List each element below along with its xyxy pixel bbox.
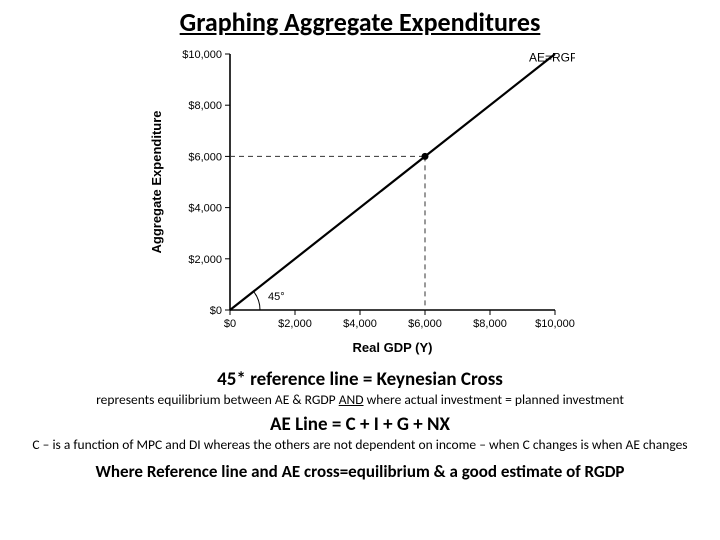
svg-text:$4,000: $4,000 [188, 203, 222, 215]
caption-and: AND [339, 391, 364, 408]
svg-text:$0: $0 [224, 318, 236, 330]
ae-chart: $0 $2,000 $4,000 $6,000 $8,000 $10,000 $0 $2,00… [145, 42, 575, 362]
final-statement: Where Reference line and AE cross=equili… [0, 461, 720, 482]
subtitle-keynesian: 45* reference line = Keynesian Cross [0, 368, 720, 391]
svg-text:Real GDP (Y): Real GDP (Y) [353, 340, 433, 355]
svg-text:$6,000: $6,000 [188, 151, 222, 163]
caption-equilibrium: represents equilibrium between AE & RGDP… [0, 391, 720, 409]
svg-text:$2,000: $2,000 [188, 254, 222, 266]
svg-text:$0: $0 [210, 305, 222, 317]
svg-text:45°: 45° [268, 291, 285, 303]
svg-text:$8,000: $8,000 [473, 318, 507, 330]
svg-text:$8,000: $8,000 [188, 100, 222, 112]
svg-text:$10,000: $10,000 [182, 49, 222, 61]
svg-text:Aggregate Expenditure: Aggregate Expenditure [149, 110, 164, 253]
svg-text:$4,000: $4,000 [343, 318, 377, 330]
page-title: Graphing Aggregate Expenditures [0, 0, 720, 38]
svg-text:$2,000: $2,000 [278, 318, 312, 330]
svg-text:$6,000: $6,000 [408, 318, 442, 330]
caption-part1: represents equilibrium between AE & RGDP [96, 391, 339, 408]
ae-line-title: AE Line = C + I + G + NX [0, 413, 720, 436]
caption-part2: where actual investment = planned invest… [364, 391, 624, 408]
svg-text:AE=RGP: AE=RGP [529, 51, 575, 65]
svg-text:$10,000: $10,000 [535, 318, 575, 330]
ae-caption: C – is a function of MPC and DI whereas … [0, 436, 720, 454]
